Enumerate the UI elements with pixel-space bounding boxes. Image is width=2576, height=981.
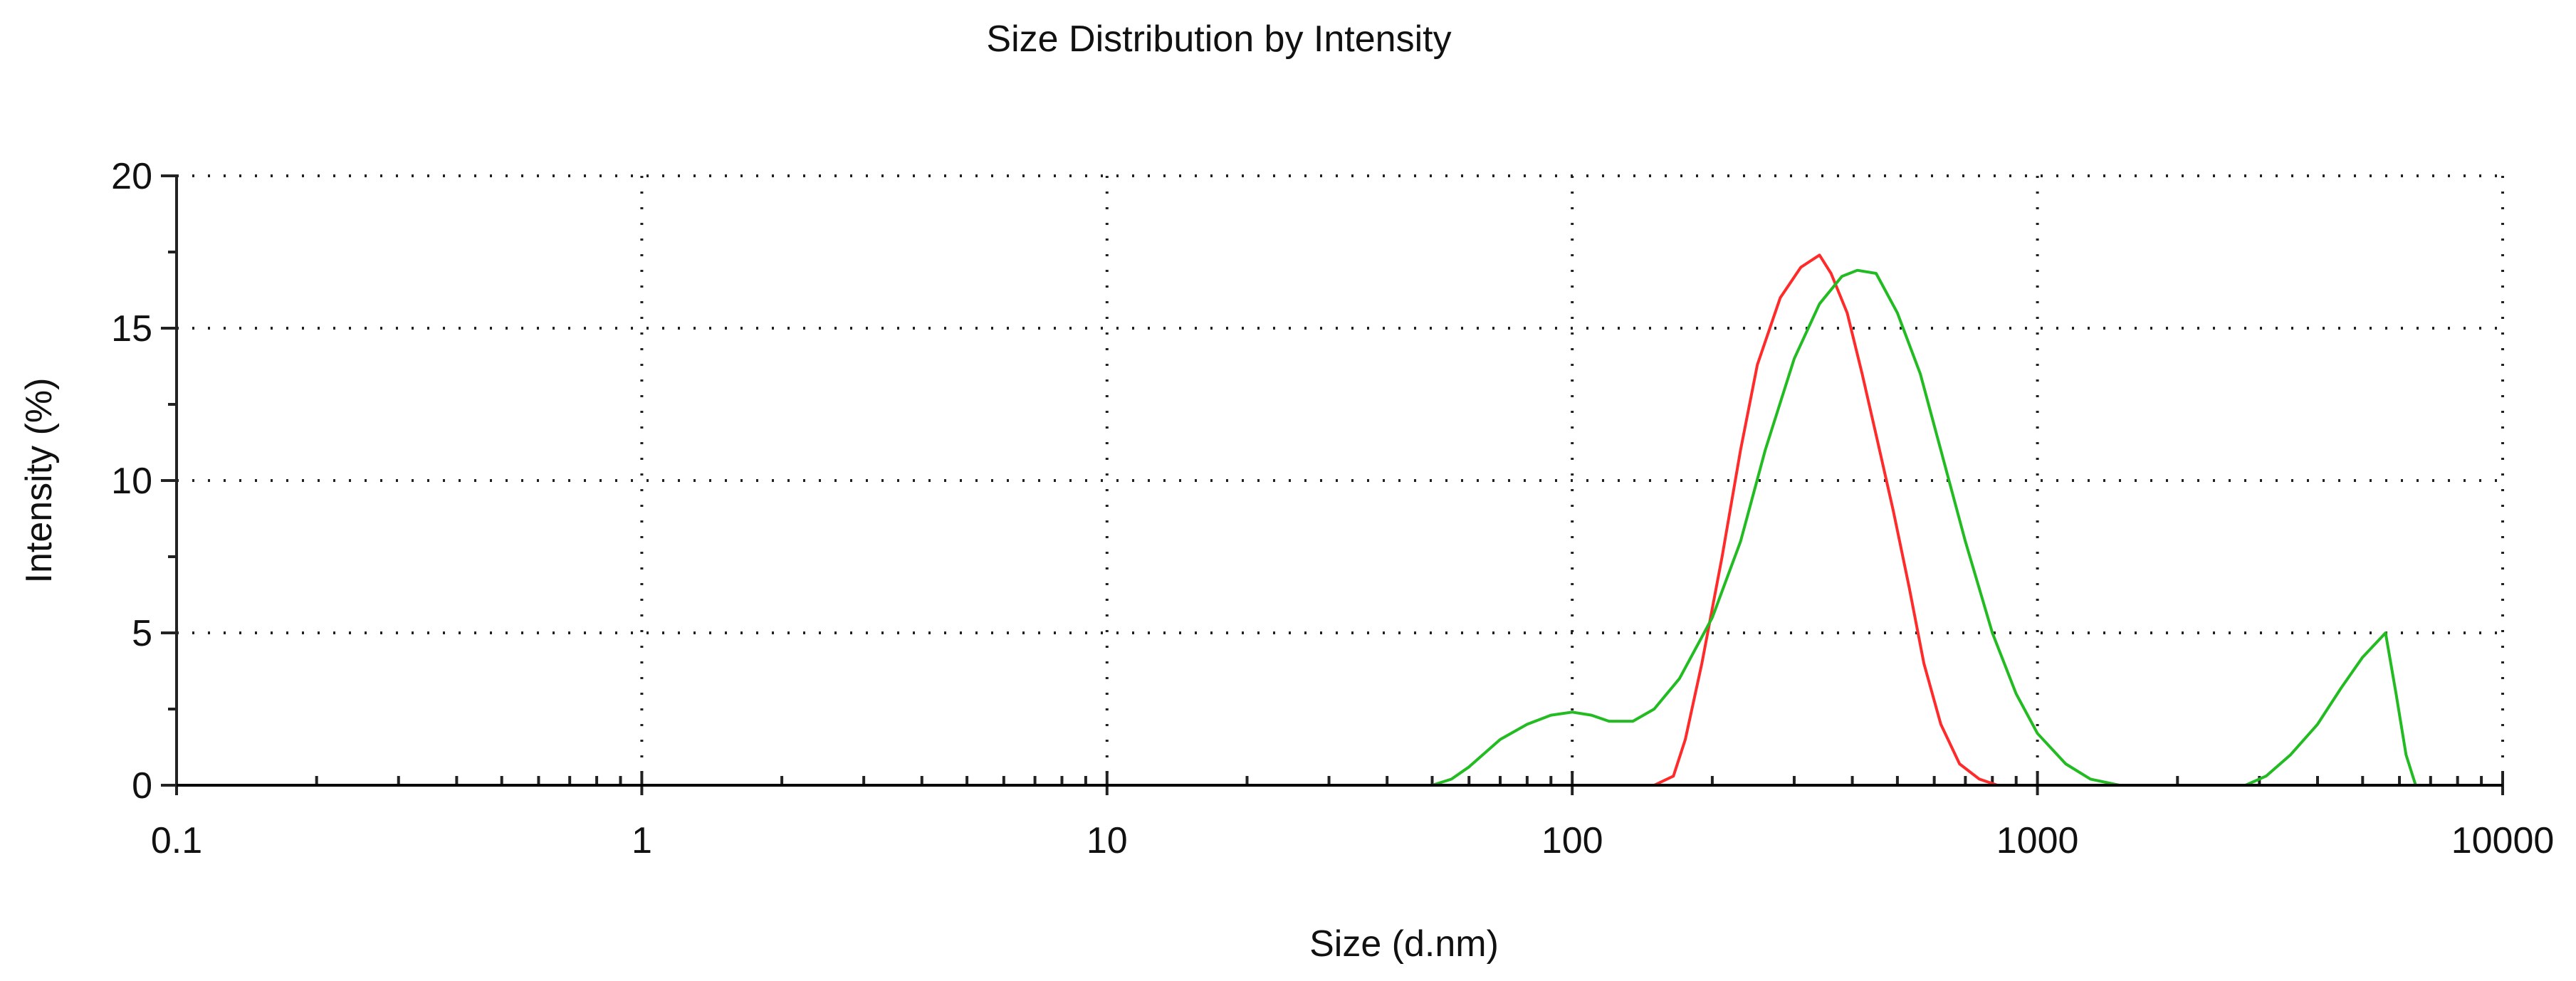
x-axis-label: Size (d.nm) <box>1309 923 1499 965</box>
series-line <box>456 253 2503 787</box>
x-tick-label: 100 <box>1541 820 1603 861</box>
y-tick-label: 20 <box>111 156 152 197</box>
grid <box>177 174 2504 785</box>
y-tick-label: 15 <box>111 308 152 350</box>
x-tick-label: 10000 <box>2451 820 2555 861</box>
y-tick-label: 10 <box>111 461 152 502</box>
x-tick-label: 10 <box>1087 820 1128 861</box>
series-line <box>177 268 2503 787</box>
x-tick-label: 1 <box>632 820 652 861</box>
y-tick-label: 0 <box>132 765 152 807</box>
chart-title: Size Distribution by Intensity <box>986 19 1451 60</box>
series-layer <box>177 253 2503 787</box>
y-axis-label: Intensity (%) <box>19 378 60 584</box>
x-tick-label: 0.1 <box>151 820 202 861</box>
tick-labels: 0.1 1 10 100 1000 10000 0 5 10 15 20 <box>111 156 2554 861</box>
x-tick-label: 1000 <box>1996 820 2079 861</box>
axes <box>161 174 2504 795</box>
y-tick-label: 5 <box>132 613 152 654</box>
